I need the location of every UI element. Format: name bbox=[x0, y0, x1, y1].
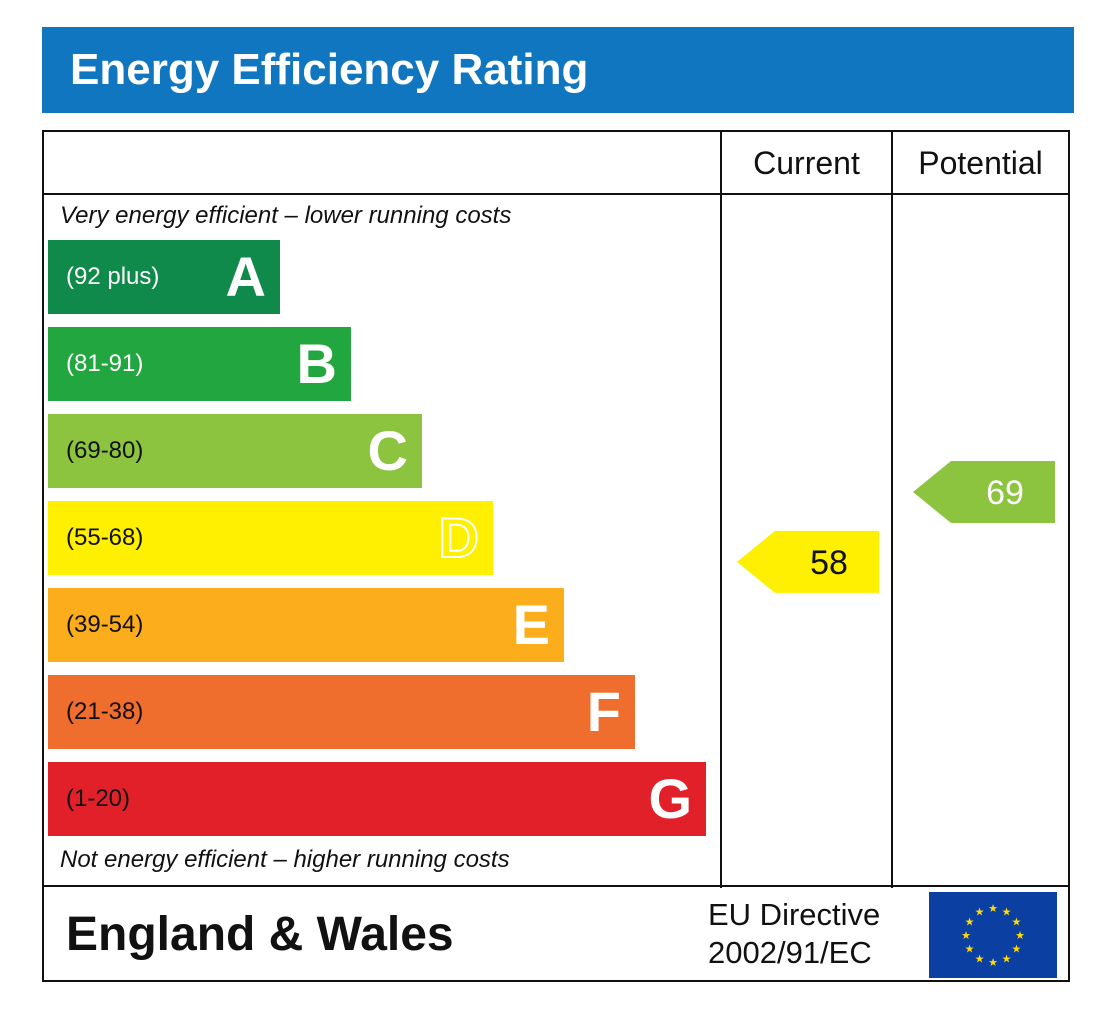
directive-line-1: EU Directive bbox=[708, 897, 881, 932]
eu-star-icon: ★ bbox=[1002, 953, 1012, 965]
eu-star-icon: ★ bbox=[961, 930, 971, 942]
rating-value-potential: 69 bbox=[986, 474, 1024, 512]
eu-flag-background bbox=[929, 892, 1057, 978]
band-range-label: (39-54) bbox=[66, 611, 144, 638]
rating-arrows: 58 69 bbox=[737, 461, 1055, 593]
band-g: (1-20) G bbox=[48, 762, 706, 836]
eu-star-icon: ★ bbox=[988, 957, 998, 969]
band-range-label: (69-80) bbox=[66, 437, 144, 464]
rating-value-current: 58 bbox=[810, 544, 848, 582]
band-letter: G bbox=[648, 767, 692, 830]
column-header-potential: Potential bbox=[918, 145, 1043, 181]
eu-star-icon: ★ bbox=[1011, 917, 1021, 929]
directive-line-2: 2002/91/EC bbox=[708, 935, 872, 970]
band-range-label: (55-68) bbox=[66, 524, 144, 551]
band-letter: E bbox=[512, 593, 550, 656]
region-label: England & Wales bbox=[66, 908, 454, 961]
band-letter: A bbox=[225, 245, 266, 308]
eu-star-icon: ★ bbox=[975, 953, 985, 965]
column-divider-potential bbox=[891, 132, 893, 888]
header-divider bbox=[44, 193, 1068, 195]
band-range-label: (81-91) bbox=[66, 350, 144, 377]
band-letter: D bbox=[438, 505, 480, 570]
eu-star-icon: ★ bbox=[965, 917, 975, 929]
eu-star-icon: ★ bbox=[965, 944, 975, 956]
column-divider-current bbox=[720, 132, 722, 888]
top-note: Very energy efficient – lower running co… bbox=[60, 202, 512, 229]
rating-arrow-current bbox=[737, 530, 879, 593]
bottom-note: Not energy efficient – higher running co… bbox=[60, 846, 510, 873]
eu-flag-icon: ★ ★★★★★★★★★★★ bbox=[929, 892, 1057, 978]
rating-arrow-potential bbox=[913, 461, 1055, 523]
eu-directive: EU Directive 2002/91/EC bbox=[708, 896, 880, 972]
band-letter: C bbox=[367, 419, 408, 482]
eu-star-icon: ★ bbox=[988, 903, 998, 915]
band-letter: B bbox=[296, 332, 337, 395]
eu-star-icon: ★ bbox=[1002, 907, 1012, 919]
band-e: (39-54) E bbox=[48, 588, 564, 662]
column-header-current: Current bbox=[753, 145, 860, 181]
band-range-label: (92 plus) bbox=[66, 263, 160, 290]
band-a: (92 plus) A bbox=[48, 240, 280, 314]
eu-star-icon: ★ bbox=[1015, 930, 1025, 942]
eu-star-icon: ★ bbox=[975, 907, 985, 919]
footer-divider bbox=[44, 885, 1068, 887]
band-d: (55-68) D bbox=[48, 501, 493, 575]
band-range-label: (1-20) bbox=[66, 785, 131, 812]
band-range-label: (21-38) bbox=[66, 698, 144, 725]
page-title: Energy Efficiency Rating bbox=[42, 27, 1074, 113]
eu-star-icon: ★ bbox=[1011, 944, 1021, 956]
band-b: (81-91) B bbox=[48, 327, 351, 401]
rating-table: Current Potential Very energy efficient … bbox=[42, 130, 1070, 982]
band-f: (21-38) F bbox=[48, 675, 635, 749]
band-letter: F bbox=[586, 680, 621, 743]
band-c: (69-80) C bbox=[48, 414, 422, 488]
